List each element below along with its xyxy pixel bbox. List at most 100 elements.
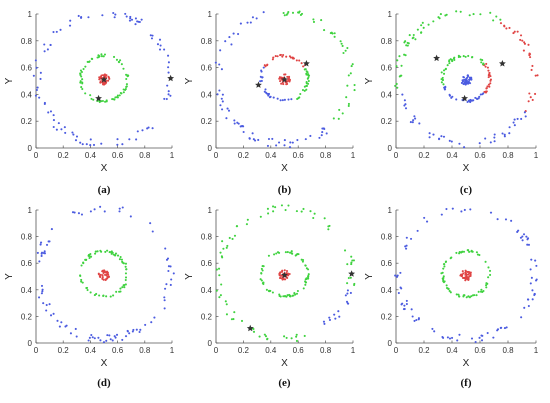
data-point-green bbox=[108, 251, 111, 254]
data-point-green bbox=[345, 96, 348, 99]
data-point-blue bbox=[269, 95, 272, 98]
data-point-blue bbox=[88, 336, 91, 339]
data-point-red bbox=[282, 54, 285, 57]
data-point-green bbox=[80, 280, 83, 283]
data-point-green bbox=[328, 224, 331, 227]
data-point-red bbox=[487, 74, 490, 77]
y-tick-label: 0.6 bbox=[21, 259, 33, 268]
data-point-red bbox=[105, 273, 108, 276]
data-point-red bbox=[107, 79, 110, 82]
data-point-green bbox=[475, 251, 478, 254]
data-point-blue bbox=[272, 96, 275, 99]
data-point-red bbox=[286, 82, 289, 85]
data-point-red bbox=[283, 269, 286, 272]
data-point-green bbox=[406, 41, 409, 44]
data-point-blue bbox=[469, 208, 472, 211]
data-point-green bbox=[309, 210, 312, 213]
data-point-green bbox=[275, 252, 278, 255]
data-point-blue bbox=[470, 99, 473, 102]
data-point-blue bbox=[333, 313, 336, 316]
data-point-green bbox=[283, 14, 286, 17]
data-point-blue bbox=[433, 330, 436, 333]
data-point-green bbox=[79, 69, 82, 72]
data-point-green bbox=[224, 300, 227, 303]
data-point-blue bbox=[80, 213, 84, 216]
data-point-red bbox=[536, 74, 539, 77]
y-tick-label: 0.8 bbox=[21, 233, 33, 242]
data-point-blue bbox=[289, 141, 292, 144]
panel-caption: (b) bbox=[278, 184, 292, 196]
data-point-green bbox=[98, 294, 101, 297]
data-point-green bbox=[285, 13, 288, 16]
data-point-red bbox=[101, 276, 104, 279]
data-point-red bbox=[102, 270, 105, 273]
y-axis-label: Y bbox=[184, 273, 195, 280]
data-point-red bbox=[266, 63, 269, 66]
data-point-red bbox=[522, 49, 525, 52]
data-point-blue bbox=[451, 95, 454, 98]
data-point-green bbox=[290, 337, 293, 340]
data-point-blue bbox=[320, 134, 323, 137]
data-point-blue bbox=[48, 240, 51, 243]
data-point-blue bbox=[47, 111, 50, 114]
x-tick-label: 0 bbox=[34, 151, 39, 160]
data-point-red bbox=[108, 77, 111, 80]
data-point-green bbox=[353, 89, 356, 92]
data-point-blue bbox=[113, 335, 116, 338]
data-point-blue bbox=[448, 337, 452, 340]
data-point-blue bbox=[149, 222, 152, 225]
x-tick-label: 0.2 bbox=[238, 346, 250, 355]
data-point-blue bbox=[58, 325, 61, 328]
data-point-blue bbox=[523, 111, 526, 114]
x-tick-label: 1 bbox=[351, 151, 356, 160]
y-tick-label: 1 bbox=[388, 10, 393, 19]
data-point-green bbox=[282, 295, 285, 298]
data-point-blue bbox=[346, 292, 349, 295]
data-point-green bbox=[283, 295, 287, 298]
data-point-green bbox=[90, 97, 93, 100]
data-point-green bbox=[323, 29, 326, 32]
data-point-blue bbox=[221, 100, 224, 103]
data-point-red bbox=[284, 278, 287, 281]
data-point-red bbox=[487, 76, 490, 79]
data-point-blue bbox=[529, 282, 532, 285]
data-point-blue bbox=[52, 114, 55, 117]
x-axis-label: X bbox=[101, 163, 108, 174]
data-point-blue bbox=[92, 143, 96, 146]
data-point-blue bbox=[413, 115, 416, 118]
data-point-blue bbox=[216, 93, 219, 96]
data-point-green bbox=[332, 117, 335, 120]
data-point-blue bbox=[136, 130, 139, 133]
data-point-blue bbox=[144, 323, 147, 326]
data-point-green bbox=[260, 279, 263, 282]
data-point-red bbox=[298, 59, 301, 62]
data-point-blue bbox=[325, 132, 328, 135]
data-point-blue bbox=[105, 339, 108, 342]
data-point-blue bbox=[41, 288, 44, 291]
data-point-green bbox=[93, 294, 96, 297]
data-point-blue bbox=[530, 276, 533, 279]
data-point-blue bbox=[328, 316, 331, 319]
data-point-green bbox=[471, 56, 474, 59]
data-point-green bbox=[489, 273, 492, 277]
data-point-blue bbox=[226, 107, 229, 110]
y-tick-label: 0.2 bbox=[381, 312, 393, 321]
data-point-blue bbox=[458, 142, 461, 145]
data-point-blue bbox=[149, 34, 152, 37]
data-point-blue bbox=[463, 208, 466, 212]
data-point-red bbox=[281, 55, 284, 58]
data-point-blue bbox=[93, 208, 96, 211]
data-point-green bbox=[422, 26, 425, 29]
data-point-blue bbox=[167, 265, 170, 268]
data-point-green bbox=[339, 40, 342, 43]
data-point-green bbox=[124, 262, 128, 265]
data-point-blue bbox=[79, 141, 82, 144]
data-point-green bbox=[233, 311, 236, 314]
data-point-blue bbox=[402, 308, 406, 311]
data-point-green bbox=[120, 258, 123, 261]
data-point-blue bbox=[252, 138, 255, 141]
data-point-green bbox=[352, 259, 355, 262]
data-point-blue bbox=[466, 100, 469, 104]
data-point-green bbox=[288, 295, 291, 298]
data-point-green bbox=[102, 55, 105, 58]
